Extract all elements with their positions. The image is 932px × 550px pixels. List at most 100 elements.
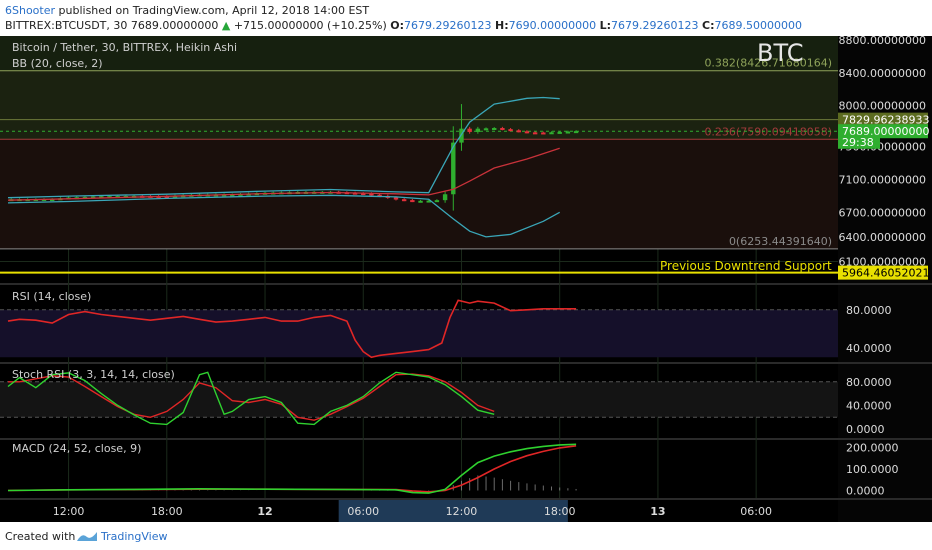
created-with-text: Created with xyxy=(5,530,76,543)
stoch-rsi-label: Stoch RSI (3, 3, 14, 14, close) xyxy=(12,368,175,381)
symbol-line: BITTREX:BTCUSDT, 30 7689.00000000 ▲ +715… xyxy=(5,19,802,32)
low-value: 7679.29260123 xyxy=(611,19,699,32)
open-label: O: xyxy=(390,19,405,32)
candle-body xyxy=(565,131,571,134)
watermark: BTC xyxy=(757,39,803,67)
candle-body xyxy=(418,200,423,203)
candle-body xyxy=(41,199,47,202)
price-change: +715.00000000 (+10.25%) xyxy=(233,19,387,32)
price-tick-label: 8400.00000000 xyxy=(839,67,926,80)
candle-body xyxy=(467,128,472,132)
time-tick-label: 18:00 xyxy=(151,505,183,518)
candle-body xyxy=(401,199,407,202)
price-marker-label: 7829.96238933 xyxy=(842,114,929,127)
candle-body xyxy=(393,197,399,200)
candle-body xyxy=(442,194,448,201)
published-text: published on TradingView.com, April 12, … xyxy=(58,4,370,17)
open-value: 7679.29260123 xyxy=(404,19,492,32)
candle-body xyxy=(434,200,440,203)
footer: Created with TradingView xyxy=(0,522,932,550)
price-marker-box xyxy=(838,112,928,127)
high-value: 7690.00000000 xyxy=(508,19,597,32)
rsi-tick-label: 80.0000 xyxy=(846,304,892,317)
candle-body xyxy=(361,193,366,196)
trading-chart[interactable]: 0.382(8426.71680164) 0.236(7590.09418058)… xyxy=(0,36,932,522)
last-price: 7689.00000000 xyxy=(130,19,219,32)
chart-title: Bitcoin / Tether, 30, BITTREX, Heikin As… xyxy=(12,41,237,54)
candle-body xyxy=(557,131,562,134)
time-axis[interactable]: 12:00 18:00 12 06:00 12:00 18:00 13 06:00 xyxy=(53,505,772,518)
candle-body xyxy=(516,130,521,133)
author-link[interactable]: 6Shooter xyxy=(5,4,56,17)
time-tick-label: 12 xyxy=(257,505,272,518)
time-tick-label: 12:00 xyxy=(53,505,85,518)
fib-fill-top xyxy=(0,36,838,71)
rsi-band-fill xyxy=(0,309,838,358)
high-label: H: xyxy=(495,19,509,32)
price-tick-label: 6400.00000000 xyxy=(839,231,926,244)
candle-body xyxy=(451,142,456,195)
stoch-band-fill xyxy=(0,381,838,418)
candle-body xyxy=(532,132,538,135)
fib-fill-0382 xyxy=(0,70,838,140)
fib-label: 0(6253.44391640) xyxy=(729,235,832,248)
candle-body xyxy=(164,195,169,198)
close-label: C: xyxy=(702,19,715,32)
price-tick-label: 7100.00000000 xyxy=(839,174,926,187)
macd-line xyxy=(7,443,577,494)
price-marker-box xyxy=(838,124,928,139)
candle-body xyxy=(410,200,415,203)
time-tick-label: 13 xyxy=(650,505,665,518)
time-tick-label: 06:00 xyxy=(347,505,379,518)
candle-body xyxy=(524,131,530,134)
time-tick-label: 12:00 xyxy=(446,505,478,518)
price-tick-label: 8000.00000000 xyxy=(839,100,926,113)
price-marker-box xyxy=(838,265,928,280)
price-axis[interactable]: 8800.000000008400.000000008000.000000007… xyxy=(838,36,929,497)
price-marker-label: 29:38 xyxy=(842,136,874,149)
macd-tick-label: 100.0000 xyxy=(846,463,899,476)
fib-levels: 0.382(8426.71680164) 0.236(7590.09418058)… xyxy=(0,57,838,418)
time-tick-label: 06:00 xyxy=(740,505,772,518)
candle-body xyxy=(500,128,505,131)
stoch-tick-label: 0.0000 xyxy=(846,423,885,436)
candle-body xyxy=(549,132,554,135)
candle-body xyxy=(230,194,235,197)
price-marker-box xyxy=(838,134,880,149)
stoch-tick-label: 80.0000 xyxy=(846,376,892,389)
bb-label: BB (20, close, 2) xyxy=(12,57,103,70)
candle-body xyxy=(426,200,431,203)
candle-body xyxy=(377,194,382,197)
rsi-label: RSI (14, close) xyxy=(12,290,91,303)
candle-body xyxy=(492,128,497,131)
candle-body xyxy=(99,196,104,199)
stoch-k-line xyxy=(7,371,495,426)
price-marker-label: 5964.46052021 xyxy=(842,267,929,280)
candle-body xyxy=(369,193,374,196)
candle-body xyxy=(573,131,579,134)
low-label: L: xyxy=(599,19,612,32)
chart-header: 6Shooter published on TradingView.com, A… xyxy=(0,0,932,36)
macd-label: MACD (24, 52, close, 9) xyxy=(12,442,141,455)
fib-label: 0.236(7590.09418058) xyxy=(704,125,832,138)
tradingview-logo-icon xyxy=(77,532,97,541)
macd-tick-label: 0.0000 xyxy=(846,484,885,497)
macd-tick-label: 200.0000 xyxy=(846,442,899,455)
tradingview-brand-link[interactable]: TradingView xyxy=(101,530,168,543)
close-value: 7689.50000000 xyxy=(714,19,802,32)
candle-body xyxy=(483,128,489,131)
up-arrow-icon: ▲ xyxy=(221,19,231,32)
price-tick-label: 6700.00000000 xyxy=(839,206,926,219)
indicator-lines xyxy=(7,96,577,494)
price-tick-label: 8800.00000000 xyxy=(839,36,926,47)
support-label: Previous Downtrend Support xyxy=(660,259,832,273)
candle-body xyxy=(50,199,55,202)
price-tick-label: 6100.00000000 xyxy=(839,256,926,269)
time-axis-highlight xyxy=(338,500,568,522)
time-tick-label: 18:00 xyxy=(544,505,576,518)
stoch-tick-label: 40.0000 xyxy=(846,399,892,412)
publish-line: 6Shooter published on TradingView.com, A… xyxy=(5,4,369,17)
candle-body xyxy=(508,129,513,132)
bb-basis-line xyxy=(7,147,560,201)
candle-body xyxy=(475,128,481,132)
